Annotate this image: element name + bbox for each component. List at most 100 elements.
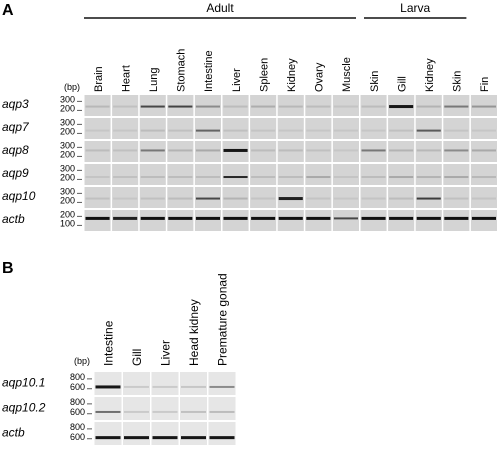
lane-background: [139, 141, 166, 162]
lane-background: [151, 397, 179, 420]
lane-label: Gill: [130, 349, 144, 366]
lane-background: [443, 164, 470, 185]
gel-band: [251, 149, 276, 152]
lane-background: [123, 372, 150, 395]
lane-label: Ovary: [314, 62, 326, 92]
lane-background: [151, 422, 179, 445]
gel-band: [223, 105, 248, 108]
gel-band: [444, 149, 469, 152]
gel-band: [471, 197, 496, 200]
lane-background: [250, 95, 277, 116]
lane-background: [470, 141, 497, 162]
lane-background: [332, 95, 359, 116]
gel-band: [209, 436, 235, 440]
lane-background: [415, 164, 442, 185]
gel-band: [95, 436, 121, 440]
gel-band: [306, 105, 331, 108]
gel-band: [333, 176, 358, 179]
gel-band: [113, 149, 138, 152]
gel-band: [168, 176, 193, 179]
lane-label: Head kidney: [187, 299, 201, 366]
lane-background: [388, 187, 415, 208]
lane-background: [415, 118, 442, 139]
size-marker: 300: [60, 186, 75, 196]
gel-band: [251, 216, 276, 220]
lane-background: [415, 210, 442, 231]
lane-background: [250, 187, 277, 208]
lane-background: [250, 210, 277, 231]
gene-label: aqp9: [2, 166, 29, 180]
gel-band: [168, 105, 193, 108]
lane-background: [222, 164, 249, 185]
gel-band: [444, 176, 469, 179]
gel-band: [333, 105, 358, 108]
gel-band: [306, 176, 331, 179]
lane-background: [194, 118, 221, 139]
gel-band: [124, 385, 149, 388]
size-marker: 600: [70, 432, 85, 442]
gel-band: [333, 217, 358, 220]
lane-background: [112, 210, 139, 231]
lane-background: [112, 95, 139, 116]
lane-background: [194, 164, 221, 185]
gel-band: [389, 216, 414, 220]
gel-band: [113, 197, 138, 200]
gel-band: [140, 105, 165, 108]
gel-band: [251, 197, 276, 200]
lane-background: [112, 164, 139, 185]
lane-background: [332, 187, 359, 208]
gel-band: [471, 216, 496, 220]
gene-label: aqp10.2: [2, 400, 46, 414]
gel-band: [168, 216, 193, 220]
gel-band: [444, 197, 469, 200]
lane-background: [151, 372, 179, 395]
lane-background: [305, 210, 332, 231]
lane-background: [194, 210, 221, 231]
gel-band: [209, 385, 235, 388]
gel-band: [278, 216, 303, 220]
gel-band: [306, 149, 331, 152]
gel-band: [416, 216, 441, 220]
gel-band: [195, 129, 220, 132]
lane-background: [332, 164, 359, 185]
lane-background: [222, 187, 249, 208]
gel-band: [223, 197, 248, 200]
lane-background: [84, 95, 111, 116]
lane-background: [360, 118, 387, 139]
gel-band: [306, 216, 331, 220]
size-marker: 800: [70, 372, 85, 382]
lane-background: [167, 187, 194, 208]
gel-band: [416, 129, 441, 132]
gel-band: [278, 149, 303, 152]
gel-band: [306, 129, 331, 132]
lane-background: [208, 397, 236, 420]
size-marker: 100: [60, 218, 75, 228]
gel-band: [85, 216, 110, 220]
gel-band: [444, 216, 469, 220]
lane-background: [94, 397, 122, 420]
lane-background: [250, 164, 277, 185]
lane-background: [277, 164, 304, 185]
lane-label: Kidney: [424, 58, 436, 92]
gel-band: [361, 129, 386, 132]
lane-background: [123, 422, 150, 445]
gel-band: [168, 197, 193, 200]
lane-background: [305, 164, 332, 185]
gel-band: [416, 105, 441, 108]
size-marker: 600: [70, 382, 85, 392]
lane-background: [167, 164, 194, 185]
gel-band: [389, 129, 414, 132]
gel-band: [361, 176, 386, 179]
lane-label: Intestine: [203, 50, 215, 92]
gel-band: [181, 436, 206, 440]
lane-label: Stomach: [176, 49, 188, 92]
size-marker: 200: [60, 172, 75, 182]
size-marker: 600: [70, 407, 85, 417]
lane-background: [305, 95, 332, 116]
lane-background: [443, 118, 470, 139]
gel-band: [85, 129, 110, 132]
gel-band: [444, 129, 469, 132]
lane-label: Lung: [148, 68, 160, 92]
gel-band: [140, 176, 165, 179]
